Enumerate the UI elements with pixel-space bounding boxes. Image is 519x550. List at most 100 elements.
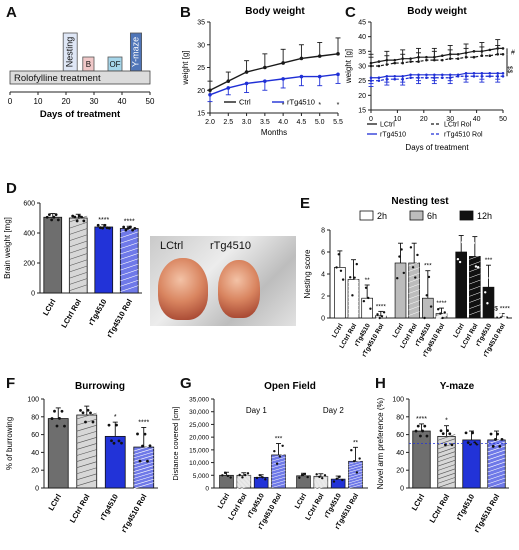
legend-swatch bbox=[359, 210, 374, 221]
y-tick-label: 100 bbox=[392, 397, 404, 404]
dot bbox=[112, 441, 116, 445]
legend-label: 6h bbox=[427, 211, 437, 221]
group-label: Day 1 bbox=[246, 406, 267, 415]
dot bbox=[355, 262, 358, 266]
bar-hatch bbox=[437, 481, 456, 488]
category-label: LCtrl Rol bbox=[68, 493, 92, 525]
significance-marker: *** bbox=[485, 257, 493, 264]
bar-hatch bbox=[348, 473, 363, 478]
y-tick-label: 30,000 bbox=[189, 409, 209, 416]
y-tick-label: 35 bbox=[197, 20, 205, 27]
bar-hatch bbox=[469, 304, 481, 309]
bar-hatch bbox=[236, 476, 251, 482]
data-point bbox=[377, 64, 381, 68]
dot bbox=[48, 213, 51, 217]
dot bbox=[436, 308, 440, 311]
dot bbox=[349, 276, 352, 279]
legend-label: 2h bbox=[377, 211, 387, 221]
photo-label-lctrl: LCtrl bbox=[160, 240, 184, 252]
dot bbox=[486, 302, 489, 305]
legend-label-tg: rTg4510 bbox=[287, 98, 315, 107]
chart-title: Burrowing bbox=[75, 381, 125, 392]
dot bbox=[77, 214, 81, 218]
bar bbox=[271, 454, 286, 489]
data-point bbox=[385, 77, 389, 81]
y-tick-label: 20 bbox=[396, 468, 404, 475]
data-point bbox=[409, 76, 412, 80]
dot bbox=[50, 218, 54, 222]
bar-hatch bbox=[347, 282, 360, 287]
bar-hatch bbox=[76, 424, 97, 432]
dot bbox=[117, 439, 121, 443]
legend-label-ctrl: Ctrl bbox=[239, 98, 251, 107]
dot bbox=[423, 424, 427, 428]
data-point bbox=[425, 73, 428, 77]
bar bbox=[253, 476, 269, 489]
x-tick-label: 2.5 bbox=[223, 119, 233, 126]
bar-hatch bbox=[347, 293, 360, 299]
significance-marker: $ **** bbox=[494, 306, 510, 313]
data-point bbox=[299, 56, 304, 61]
dot bbox=[141, 444, 144, 448]
data-point bbox=[440, 73, 444, 77]
dot bbox=[99, 226, 102, 230]
dot bbox=[444, 443, 447, 447]
dot bbox=[427, 275, 431, 279]
timeline-tick-label: 30 bbox=[90, 97, 99, 106]
bar-hatch bbox=[133, 478, 154, 486]
dot bbox=[350, 449, 353, 452]
significance-marker: **** bbox=[416, 416, 427, 423]
bar-hatch bbox=[69, 271, 88, 279]
bar-hatch bbox=[120, 279, 139, 287]
dot bbox=[335, 266, 338, 269]
bar-hatch bbox=[76, 437, 97, 444]
bar-hatch bbox=[69, 215, 88, 223]
dot bbox=[143, 432, 147, 436]
timeline-tick-label: 20 bbox=[62, 97, 71, 106]
bar-hatch bbox=[120, 253, 139, 260]
data-point bbox=[496, 74, 500, 78]
significance-marker: $$ bbox=[506, 66, 513, 74]
bar-hatch bbox=[120, 269, 139, 276]
data-point bbox=[472, 55, 476, 59]
bar-hatch bbox=[347, 305, 360, 310]
dot bbox=[52, 215, 56, 219]
bar bbox=[422, 297, 434, 319]
treatment-label: Rolofylline treatment bbox=[14, 73, 101, 84]
dot bbox=[128, 225, 132, 229]
bar-hatch bbox=[76, 412, 97, 420]
dot bbox=[332, 480, 336, 483]
significance-marker: *** bbox=[424, 263, 432, 270]
significance-marker: * bbox=[337, 102, 340, 109]
bar-hatch bbox=[408, 278, 420, 283]
bar bbox=[348, 460, 363, 489]
data-point bbox=[448, 73, 452, 77]
significance-marker: *** bbox=[275, 436, 283, 443]
data-point bbox=[501, 52, 505, 56]
y-tick-label: 200 bbox=[23, 261, 35, 268]
dot bbox=[351, 294, 354, 297]
bar-hatch bbox=[313, 485, 328, 491]
data-point bbox=[488, 72, 492, 75]
bar-hatch bbox=[437, 464, 456, 471]
bar-hatch bbox=[408, 261, 420, 267]
bar-hatch bbox=[348, 476, 363, 481]
dot bbox=[419, 434, 422, 438]
dot bbox=[499, 313, 503, 316]
bar-hatch bbox=[348, 462, 363, 468]
data-point bbox=[456, 57, 460, 60]
data-point bbox=[244, 81, 249, 86]
legend-swatch bbox=[459, 210, 474, 221]
dot bbox=[60, 409, 64, 413]
y-axis-label: Distance covered [cm] bbox=[171, 406, 180, 480]
bar-hatch bbox=[348, 470, 363, 476]
dot bbox=[441, 316, 444, 320]
chart-title: Body weight bbox=[407, 6, 467, 17]
y-tick-label: 600 bbox=[23, 201, 35, 208]
chart-f: 0 20 40 60 80 100 % of burrowing Burrowing LCtrl… bbox=[5, 381, 158, 534]
dot bbox=[264, 478, 267, 481]
y-tick-label: 25 bbox=[197, 65, 205, 72]
significance-marker: * bbox=[318, 102, 321, 109]
bar-hatch bbox=[313, 483, 328, 488]
bar-hatch bbox=[347, 285, 360, 291]
